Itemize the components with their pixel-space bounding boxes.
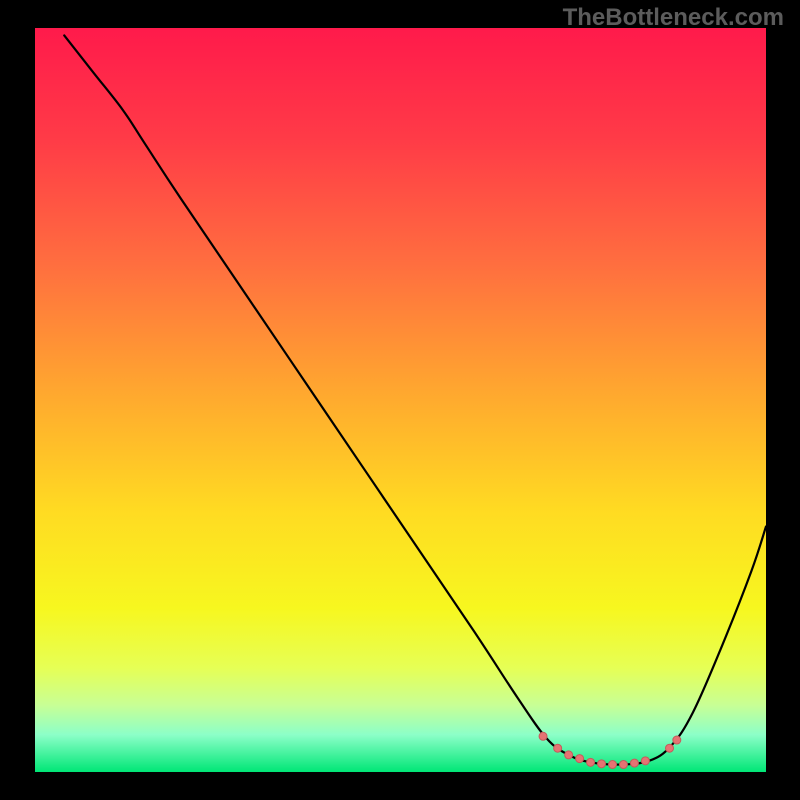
plot-area <box>35 28 766 772</box>
marker-point <box>598 760 606 768</box>
marker-point <box>666 744 674 752</box>
marker-point <box>554 744 562 752</box>
marker-point <box>641 757 649 765</box>
marker-point <box>673 736 681 744</box>
marker-point <box>608 761 616 769</box>
marker-point <box>619 761 627 769</box>
marker-point <box>576 755 584 763</box>
marker-point <box>565 751 573 759</box>
marker-point <box>630 759 638 767</box>
marker-point <box>587 758 595 766</box>
marker-point <box>539 732 547 740</box>
watermark-text: TheBottleneck.com <box>563 4 784 32</box>
chart-container: TheBottleneck.com <box>0 0 800 800</box>
chart-svg <box>0 0 800 800</box>
